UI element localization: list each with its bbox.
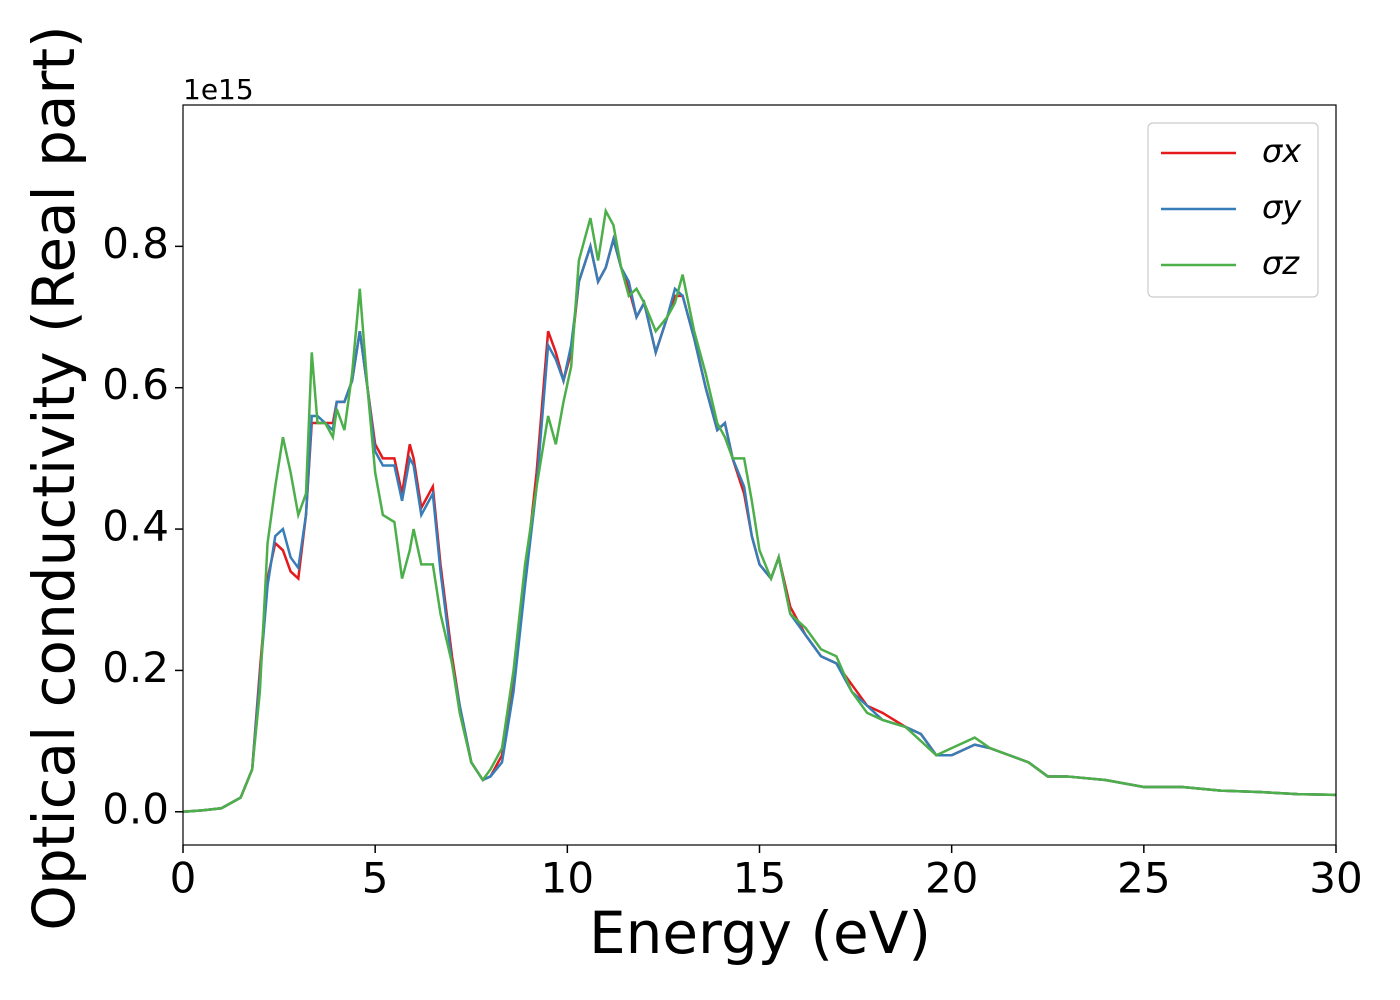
x-tick-label: 15 [733,854,786,903]
series-line [182,207,1337,814]
y-tick-label: 0.4 [102,502,169,551]
legend-label: σz [1262,244,1300,282]
y-offset-label: 1e15 [183,73,254,106]
x-tick-label: 30 [1309,854,1362,903]
y-tick-label: 0.6 [102,360,169,409]
y-tick-label: 0.2 [102,643,169,692]
plot-frame [182,104,1337,846]
legend-label: σy [1262,188,1302,226]
x-tick-label: 20 [925,854,978,903]
x-tick-label: 25 [1117,854,1170,903]
y-tick-label: 0.8 [102,219,169,268]
y-tick-label: 0.0 [102,784,169,833]
x-axis-label: Energy (eV) [589,899,931,967]
y-axis-label: Optical conductivity (Real part) [20,25,88,930]
x-tick-label: 5 [362,854,389,903]
legend-label: σx [1262,132,1302,170]
x-tick-label: 0 [170,854,197,903]
x-tick-label: 10 [541,854,594,903]
series-line [182,234,1337,814]
